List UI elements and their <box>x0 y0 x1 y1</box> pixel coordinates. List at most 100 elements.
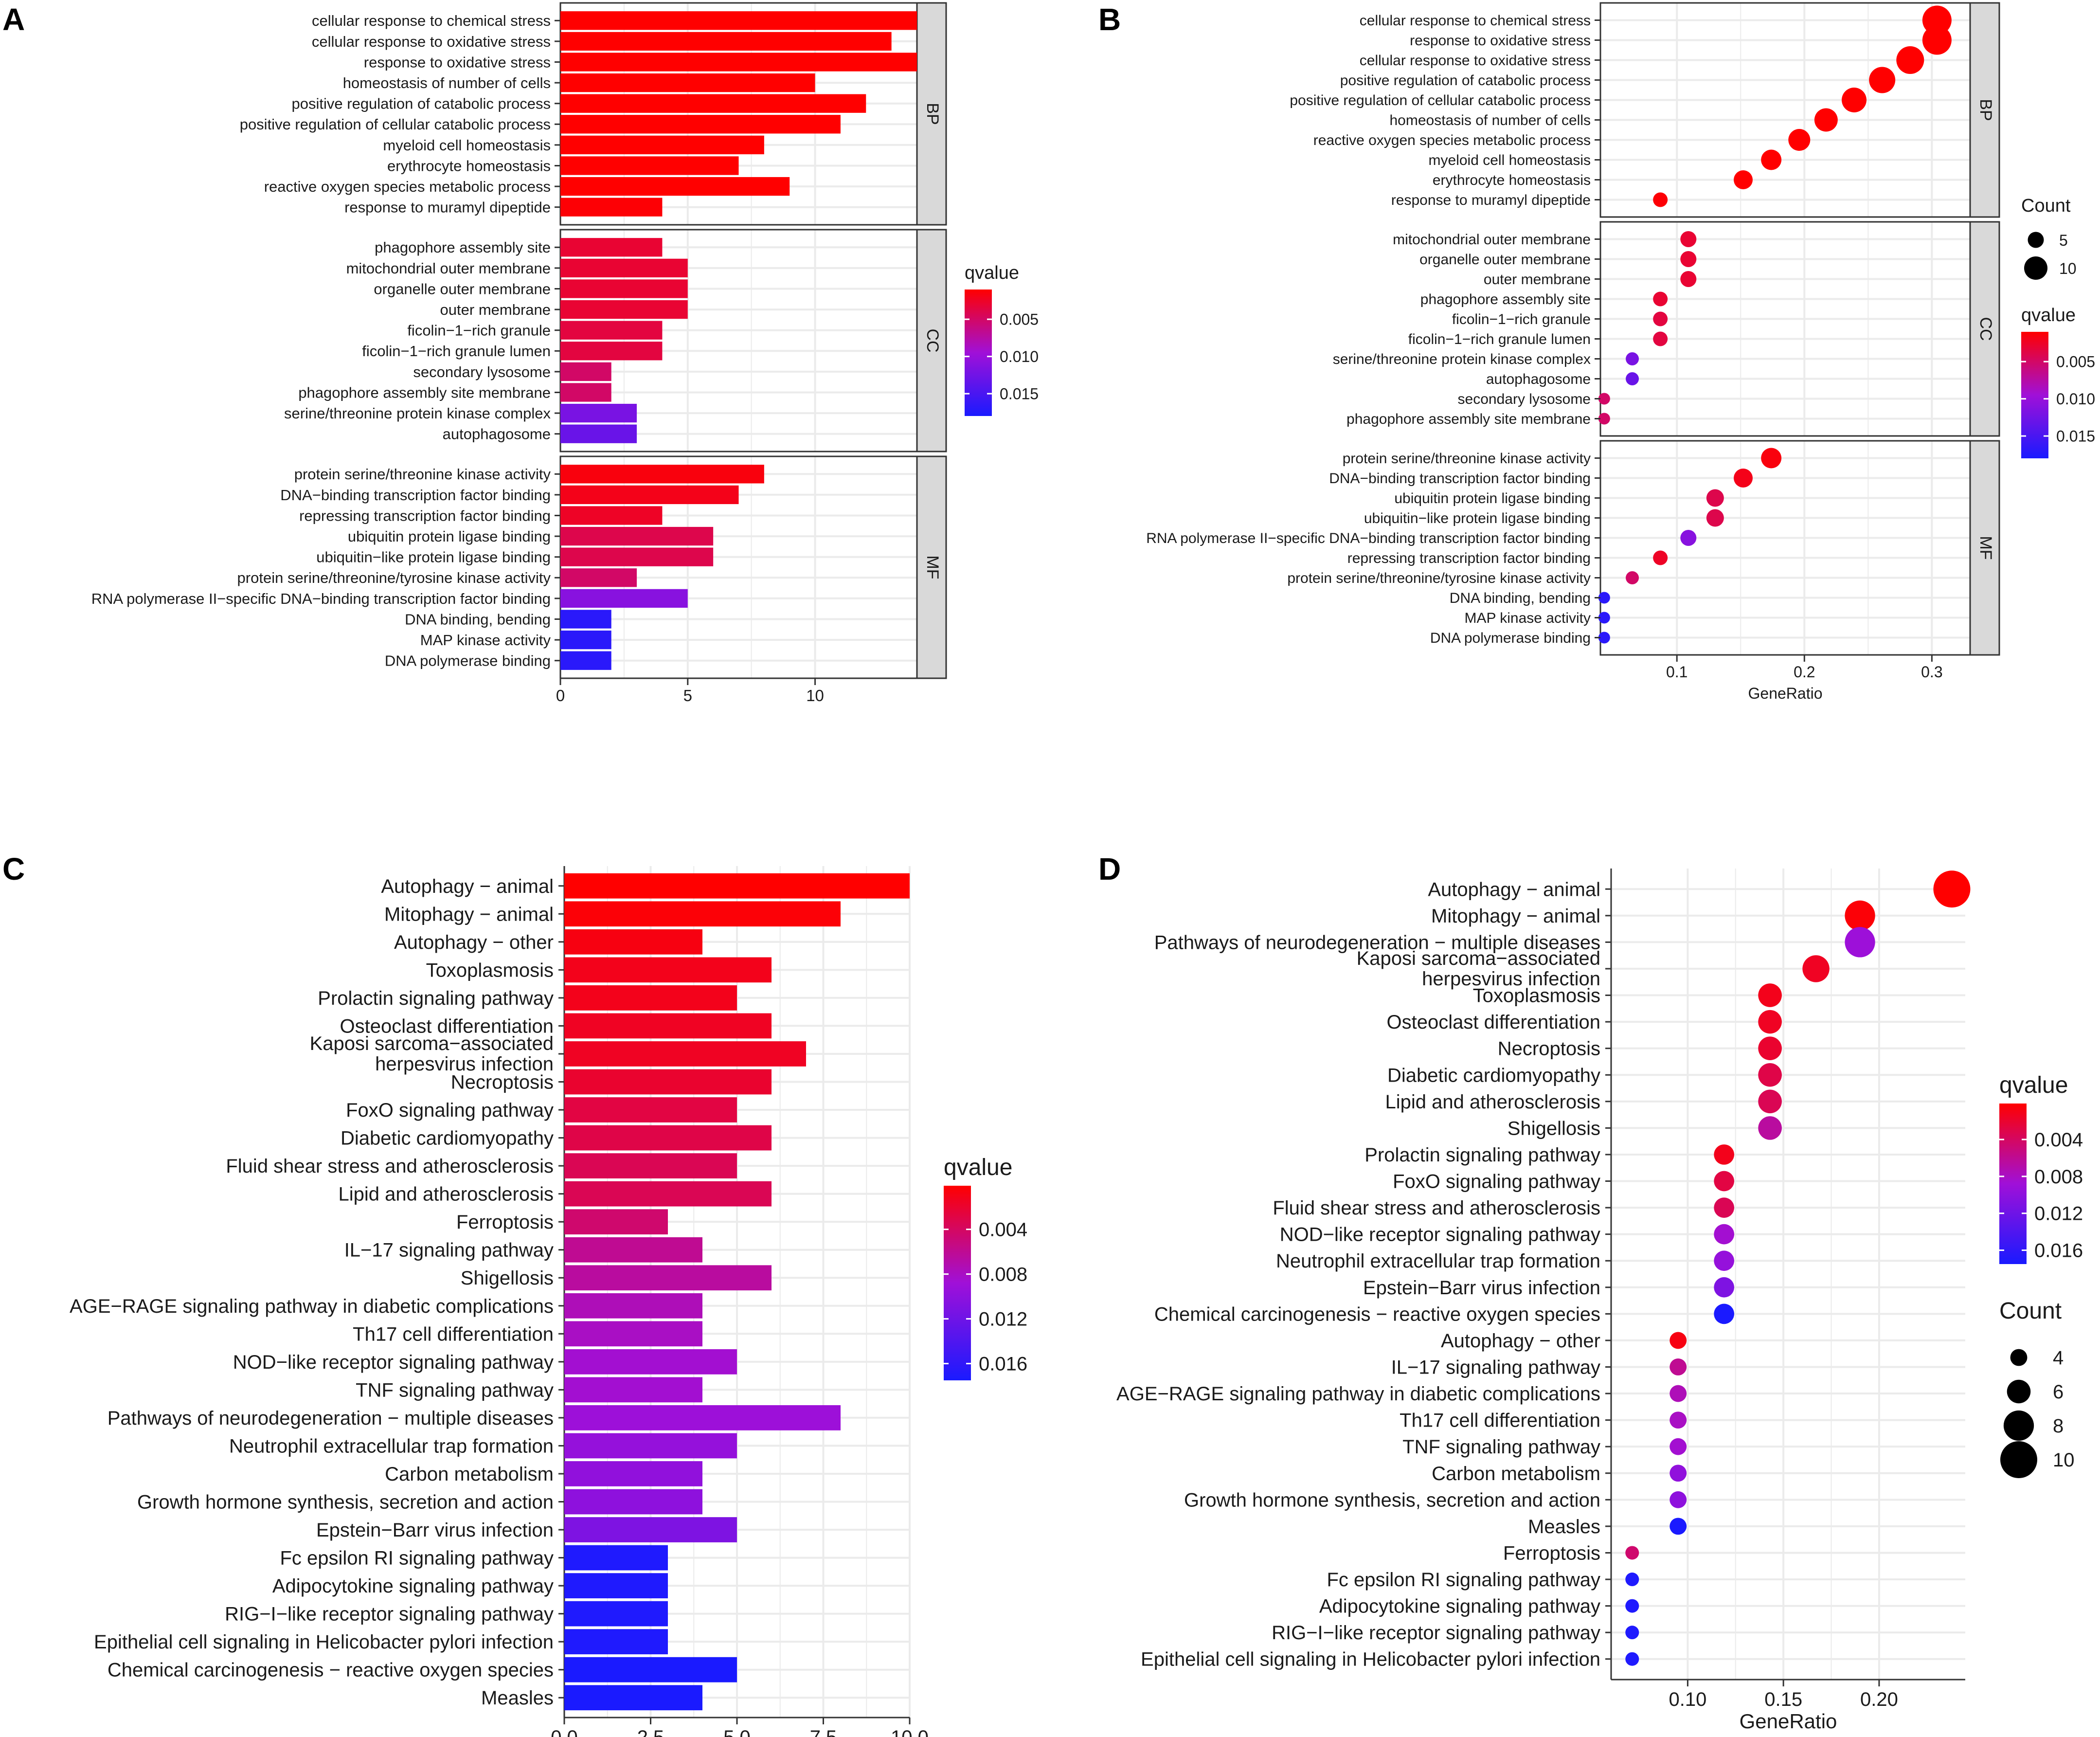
colorbar-title: qvalue <box>2021 305 2076 326</box>
point-response-to-muramyl-dipeptide <box>1653 192 1668 207</box>
point-toxoplasmosis <box>1758 983 1782 1007</box>
point-phagophore-assembly-site-membrane <box>1598 413 1610 425</box>
category-label: Pathways of neurodegeneration − multiple… <box>1154 932 1600 953</box>
bar-serine-threonine-protein-kinase-complex <box>560 403 637 423</box>
colorbar-tick-label: 0.008 <box>2034 1166 2083 1188</box>
category-label: RIG−I−like receptor signaling pathway <box>225 1604 554 1625</box>
category-label: Measles <box>481 1687 554 1709</box>
panel-label-d: D <box>1098 851 1121 887</box>
bar-age-rage-signaling-pathway-in-diabetic-complications <box>564 1293 702 1319</box>
point-tnf-signaling-pathway <box>1669 1438 1687 1455</box>
category-label: response to muramyl dipeptide <box>344 199 551 216</box>
category-label: secondary lysosome <box>413 363 551 380</box>
category-label: homeostasis of number of cells <box>343 74 551 91</box>
colorbar-tick-label: 0.004 <box>979 1219 1027 1241</box>
category-label: DNA binding, bending <box>1450 590 1591 606</box>
category-label: MAP kinase activity <box>1464 610 1591 626</box>
point-neutrophil-extracellular-trap-formation <box>1714 1250 1735 1271</box>
point-autophagy-animal <box>1933 870 1971 908</box>
category-label: mitochondrial outer membrane <box>1393 232 1591 248</box>
bar-diabetic-cardiomyopathy <box>564 1125 772 1151</box>
bar-reactive-oxygen-species-metabolic-process <box>560 177 790 196</box>
point-ficolin-1-rich-granule <box>1653 311 1668 326</box>
bar-response-to-muramyl-dipeptide <box>560 198 663 217</box>
colorbar-title: qvalue <box>944 1155 1012 1180</box>
point-pathways-of-neurodegeneration-multiple-diseases <box>1845 927 1875 958</box>
bar-fluid-shear-stress-and-atherosclerosis <box>564 1153 737 1178</box>
category-label: reactive oxygen species metabolic proces… <box>1313 132 1591 148</box>
category-label: Autophagy − animal <box>1428 879 1600 900</box>
category-label: outer membrane <box>1484 271 1591 288</box>
category-label: reactive oxygen species metabolic proces… <box>264 178 551 195</box>
x-tick-label: 5.0 <box>723 1727 751 1737</box>
category-label: erythrocyte homeostasis <box>387 157 551 174</box>
category-label: Fluid shear stress and atherosclerosis <box>226 1156 554 1177</box>
bar-cellular-response-to-oxidative-stress <box>560 32 892 51</box>
category-label: Necroptosis <box>1498 1038 1600 1060</box>
size-legend-dot <box>2000 1441 2037 1478</box>
category-label: ficolin−1−rich granule <box>1452 311 1591 327</box>
category-label: positive regulation of catabolic process <box>1340 72 1591 89</box>
point-diabetic-cardiomyopathy <box>1758 1063 1782 1087</box>
colorbar-tick-label: 0.015 <box>2056 427 2095 445</box>
category-label: Autophagy − animal <box>381 876 554 897</box>
category-label: protein serine/threonine/tyrosine kinase… <box>237 569 551 586</box>
category-label: AGE−RAGE signaling pathway in diabetic c… <box>70 1296 554 1317</box>
point-rna-polymerase-ii-specific-dna-binding-transcription-factor-binding <box>1680 530 1697 546</box>
colorbar-tick-label: 0.010 <box>1000 348 1039 365</box>
category-label: organelle outer membrane <box>1419 252 1591 268</box>
bar-mitochondrial-outer-membrane <box>560 258 688 278</box>
category-label: DNA polymerase binding <box>1430 630 1591 646</box>
category-label: positive regulation of cellular cataboli… <box>240 116 551 133</box>
size-legend-label: 6 <box>2053 1381 2064 1403</box>
category-label: DNA−binding transcription factor binding <box>280 487 551 504</box>
panel-d-kegg-dotplot: Autophagy − animal Mitophagy − animal Path… <box>1116 868 2083 1733</box>
facet-strip <box>1969 440 2000 656</box>
category-label: Mitophagy − animal <box>1431 905 1600 927</box>
x-tick-label: 10.0 <box>891 1727 929 1737</box>
bar-fc-epsilon-ri-signaling-pathway <box>564 1545 668 1571</box>
facet-mf: MF protein serine/threonine kinase activi… <box>91 455 947 679</box>
size-legend-label: 8 <box>2053 1415 2064 1437</box>
colorbar-tick-label: 0.016 <box>979 1354 1027 1375</box>
facet-strip <box>916 229 947 452</box>
point-age-rage-signaling-pathway-in-diabetic-complications <box>1669 1385 1687 1402</box>
category-label: FoxO signaling pathway <box>346 1100 554 1121</box>
category-label: Carbon metabolism <box>1432 1463 1600 1484</box>
colorbar-tick-label: 0.012 <box>2034 1203 2083 1225</box>
point-positive-regulation-of-cellular-catabolic-process <box>1842 88 1867 112</box>
point-th17-cell-differentiation <box>1669 1411 1687 1429</box>
category-label: Prolactin signaling pathway <box>318 988 554 1009</box>
point-cellular-response-to-chemical-stress <box>1922 5 1952 35</box>
category-label: FoxO signaling pathway <box>1393 1171 1600 1193</box>
point-dna-polymerase-binding <box>1598 632 1610 644</box>
point-response-to-oxidative-stress <box>1922 25 1952 55</box>
point-necroptosis <box>1758 1036 1782 1060</box>
category-label: Lipid and atherosclerosis <box>1385 1091 1600 1113</box>
x-tick-label: 10 <box>806 687 824 705</box>
bar-nod-like-receptor-signaling-pathway <box>564 1349 737 1375</box>
bar-rig-i-like-receptor-signaling-pathway <box>564 1601 668 1627</box>
bar-carbon-metabolism <box>564 1461 702 1486</box>
category-label: NOD−like receptor signaling pathway <box>1280 1224 1600 1246</box>
category-label: response to oxidative stress <box>1410 33 1591 49</box>
category-label-line: herpesvirus infection <box>1422 968 1600 990</box>
category-label: MAP kinase activity <box>420 632 551 649</box>
point-outer-membrane <box>1680 271 1697 287</box>
category-label: organelle outer membrane <box>374 280 551 297</box>
category-label: Kaposi sarcoma−associated herpesvirus inf… <box>310 1033 554 1075</box>
panel-label-a: A <box>2 2 25 37</box>
category-label: TNF signaling pathway <box>356 1379 554 1401</box>
category-label: response to muramyl dipeptide <box>1391 192 1591 208</box>
facet-cc: CC phagophore assembly site mitochondrial … <box>284 229 947 452</box>
size-legend-label: 5 <box>2059 232 2068 249</box>
bar-autophagosome <box>560 424 637 443</box>
category-label: RIG−I−like receptor signaling pathway <box>1272 1622 1600 1644</box>
category-label: serine/threonine protein kinase complex <box>1333 351 1591 367</box>
point-epithelial-cell-signaling-in-helicobacter-pylori-infection <box>1625 1652 1639 1666</box>
point-ficolin-1-rich-granule-lumen <box>1653 331 1668 346</box>
bar-toxoplasmosis <box>564 957 772 983</box>
point-dna-binding-transcription-factor-binding <box>1734 469 1753 488</box>
category-label: Osteoclast differentiation <box>340 1015 554 1037</box>
